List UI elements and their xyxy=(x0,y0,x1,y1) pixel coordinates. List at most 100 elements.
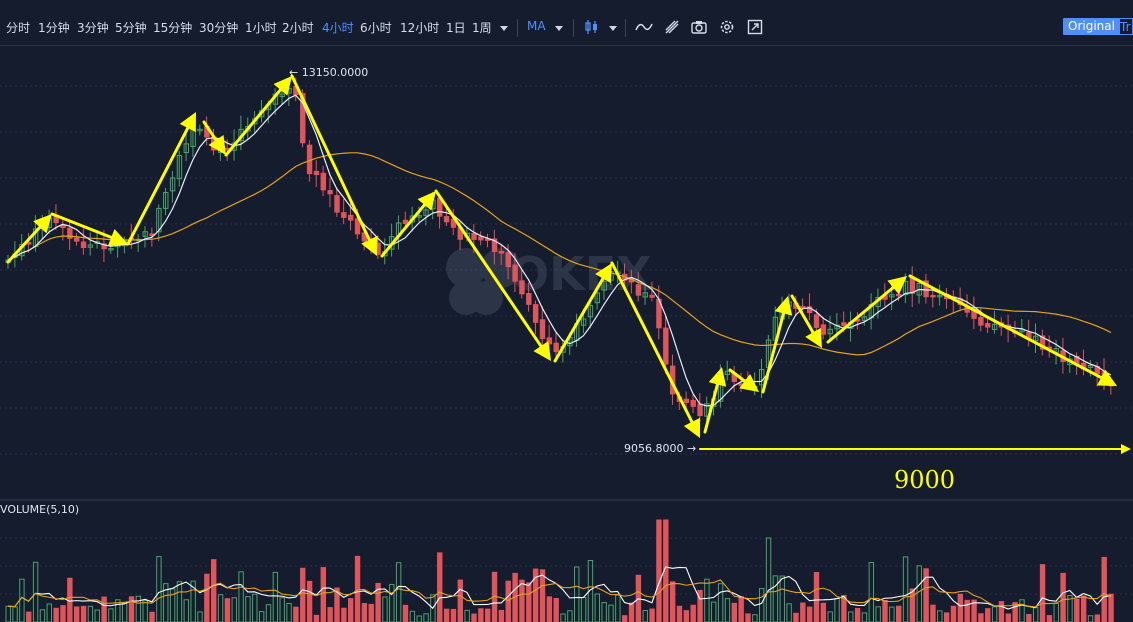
volume-bar xyxy=(519,579,525,622)
candle-body xyxy=(354,218,361,235)
candle-body xyxy=(683,398,690,403)
volume-bar xyxy=(896,605,902,622)
interval-option[interactable]: 3分钟 xyxy=(77,21,109,35)
candle-body xyxy=(519,280,525,295)
volume-ma-fast-line xyxy=(7,566,1111,610)
ma-fast-line xyxy=(7,94,1112,407)
chart-toolbar: 分时 1分钟 3分钟 5分钟 15分钟 30分钟 1小时 2小时 4小时 6小时 12小时 1日 1周 … xyxy=(0,10,1133,46)
volume-bar xyxy=(80,605,87,622)
volume-bar xyxy=(820,602,827,622)
volume-bar xyxy=(26,611,32,622)
trend-arrow-head xyxy=(179,112,196,133)
candle-body xyxy=(909,278,916,294)
candle-body xyxy=(471,232,477,240)
interval-option[interactable]: 12小时 xyxy=(400,21,440,35)
volume-bar xyxy=(320,567,327,622)
volume-bar xyxy=(94,609,100,622)
volume-bar xyxy=(437,552,443,622)
fullscreen-icon[interactable] xyxy=(746,18,764,36)
settings-icon[interactable] xyxy=(718,18,736,36)
volume-bar xyxy=(580,596,587,622)
camera-icon[interactable] xyxy=(690,18,708,36)
interval-option[interactable]: 分时 xyxy=(6,21,31,35)
candle-body xyxy=(279,93,285,98)
interval-dropdown-caret-icon[interactable] xyxy=(500,26,508,31)
trend-arrow-head xyxy=(708,367,727,387)
original-chart-button[interactable]: Original xyxy=(1063,18,1120,35)
volume-bar xyxy=(1026,614,1032,622)
candle-body xyxy=(649,294,655,298)
candle-body xyxy=(546,337,553,345)
candle-body xyxy=(101,243,107,250)
indicator-dropdown-caret-icon[interactable] xyxy=(555,26,563,31)
candle-body xyxy=(690,399,696,407)
interval-option[interactable]: 15分钟 xyxy=(153,21,193,35)
volume-bar xyxy=(46,603,52,622)
candle-body xyxy=(635,284,642,296)
volume-bar xyxy=(615,594,621,622)
volume-bar xyxy=(937,610,943,622)
volume-bar xyxy=(656,519,662,622)
interval-option[interactable]: 1分钟 xyxy=(38,21,70,35)
interval-option[interactable]: 1日 xyxy=(446,21,466,35)
candle-type-icon[interactable] xyxy=(583,18,601,36)
volume-ma-slow-line xyxy=(7,579,1112,608)
volume-bar xyxy=(142,600,148,622)
candle-body xyxy=(930,294,936,298)
volume-bar xyxy=(39,609,46,622)
candle-body xyxy=(1087,364,1094,368)
interval-option[interactable]: 6小时 xyxy=(360,21,392,35)
volume-bar xyxy=(800,602,806,622)
candle-body xyxy=(402,219,409,225)
volume-bar xyxy=(74,606,80,622)
trend-arrow-shaft xyxy=(826,286,895,344)
volume-bar xyxy=(1087,615,1094,622)
volume-bar xyxy=(882,600,888,622)
candle-body xyxy=(306,144,313,175)
volume-bar xyxy=(231,597,237,622)
trend-arrow-shaft xyxy=(908,274,1103,380)
volume-bar xyxy=(1033,607,1039,622)
candle-type-caret-icon[interactable] xyxy=(609,26,617,31)
drawing-tool-icon[interactable] xyxy=(663,18,681,36)
candle-body xyxy=(183,143,190,154)
candle-body xyxy=(87,244,94,248)
volume-bar xyxy=(457,579,464,622)
candle-body xyxy=(300,93,306,144)
candle-body xyxy=(813,314,820,328)
volume-bar xyxy=(1005,613,1011,622)
volume-bar xyxy=(608,604,614,622)
volume-bar xyxy=(464,609,470,622)
candle-body xyxy=(937,294,943,298)
volume-bar xyxy=(909,588,916,622)
watermark-text: OKEX xyxy=(510,247,652,301)
indicator-select[interactable]: MA xyxy=(527,19,546,33)
trend-arrow-head xyxy=(683,417,700,438)
candle-body xyxy=(320,172,327,191)
volume-bar xyxy=(19,578,25,622)
volume-bar xyxy=(5,605,11,622)
trend-arrow-head xyxy=(739,373,759,392)
volume-bar xyxy=(443,608,450,622)
volume-bar xyxy=(505,580,511,622)
candle-body xyxy=(156,207,162,233)
support-level-annotation: 9000 xyxy=(894,466,955,494)
interval-option[interactable]: 1周 xyxy=(472,21,492,35)
interval-option[interactable]: 5分钟 xyxy=(115,21,147,35)
volume-bar xyxy=(354,555,361,622)
volume-bar xyxy=(334,587,340,622)
interval-option[interactable]: 4小时 xyxy=(322,21,354,35)
volume-bar xyxy=(485,608,491,622)
interval-option[interactable]: 2小时 xyxy=(282,21,314,35)
volume-bar xyxy=(1094,614,1101,622)
indicator-icon[interactable] xyxy=(635,18,653,36)
volume-bar xyxy=(553,597,559,622)
volume-bar xyxy=(1060,572,1066,622)
interval-option[interactable]: 1小时 xyxy=(245,21,277,35)
volume-bar xyxy=(526,582,532,622)
interval-option[interactable]: 30分钟 xyxy=(199,21,239,35)
candle-body xyxy=(587,305,594,318)
volume-bar xyxy=(964,599,970,622)
candle-body xyxy=(67,227,73,239)
